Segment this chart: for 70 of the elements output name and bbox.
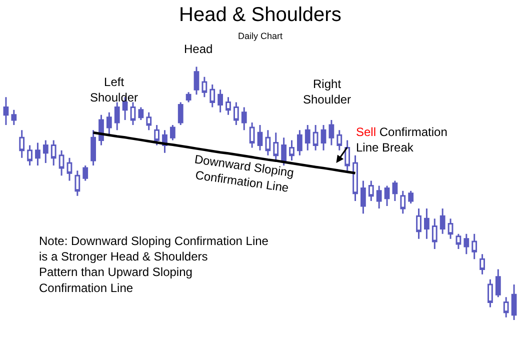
- candlestick: [408, 190, 414, 204]
- candlestick: [297, 129, 302, 156]
- candlestick: [11, 109, 17, 126]
- annotation: Note: Downward Sloping Confirmation Line is a Stronger Head & Shoulders Pattern than Upward Sloping Confirmation Line: [39, 234, 269, 295]
- candlestick: [130, 101, 136, 126]
- candlestick: [495, 268, 501, 298]
- candlestick: [336, 129, 342, 152]
- candlestick: [138, 106, 144, 121]
- candlestick: [265, 129, 271, 156]
- candlestick: [456, 233, 462, 250]
- annotation: Left Shoulder: [90, 75, 138, 105]
- annotation: Downward Sloping Confirmation Line: [194, 152, 295, 196]
- candlestick: [472, 233, 478, 260]
- candlestick: [320, 124, 326, 152]
- candlestick: [392, 180, 398, 202]
- candlestick: [146, 112, 152, 131]
- candlestick: [289, 139, 294, 162]
- candlestick: [273, 132, 279, 162]
- candlestick: [210, 84, 216, 108]
- candlestick: [154, 124, 160, 146]
- candlestick: [27, 144, 32, 166]
- candlestick: [511, 284, 517, 321]
- chart-title: Head & Shoulders: [179, 4, 342, 26]
- chart-subtitle: Daily Chart: [238, 31, 284, 41]
- candlestick: [233, 101, 239, 126]
- candlestick: [480, 253, 485, 276]
- candlestick: [170, 124, 176, 141]
- candlestick: [66, 157, 72, 182]
- candlestick: [432, 218, 438, 250]
- candlestick: [416, 208, 422, 240]
- text: Head: [184, 42, 213, 56]
- candlestick: [352, 154, 358, 202]
- candlestick: [424, 208, 430, 240]
- candlestick: [503, 296, 509, 318]
- candlestick: [106, 112, 112, 136]
- candlestick: [35, 142, 40, 166]
- candlestick: [241, 106, 247, 131]
- candlestick: [344, 139, 350, 172]
- candlestick: [400, 190, 406, 214]
- candlestick: [328, 119, 334, 146]
- candlestick: [50, 139, 56, 166]
- candlestick: [464, 233, 470, 255]
- candlestick: [440, 208, 446, 235]
- annotation: Right Shoulder: [303, 77, 352, 107]
- annotation: Sell Confirmation Line Break: [356, 125, 448, 155]
- candlestick: [368, 180, 374, 202]
- candlestick: [376, 185, 382, 210]
- candlestick: [249, 122, 255, 149]
- candlestick: [3, 96, 9, 126]
- candlestick: [448, 218, 454, 240]
- candlestick: [42, 139, 48, 164]
- candlestick: [74, 170, 80, 197]
- candlestick: [257, 124, 263, 152]
- candlestick: [58, 150, 64, 176]
- candlestick: [218, 88, 223, 114]
- candlestick: [194, 66, 200, 96]
- candlestick: [202, 76, 208, 98]
- candlestick: [226, 96, 231, 116]
- candlestick: [98, 114, 104, 146]
- candlestick: [312, 124, 318, 152]
- candlestick: [114, 101, 120, 131]
- candlestick: [304, 124, 310, 152]
- candlestick: [488, 278, 493, 308]
- candlestick: [82, 164, 88, 182]
- candlestick: [360, 180, 366, 214]
- candlestick: [384, 185, 390, 207]
- candlestick: [19, 129, 25, 159]
- candlestick: [186, 91, 192, 103]
- candlestick: [178, 101, 184, 126]
- candlestick: [90, 129, 96, 166]
